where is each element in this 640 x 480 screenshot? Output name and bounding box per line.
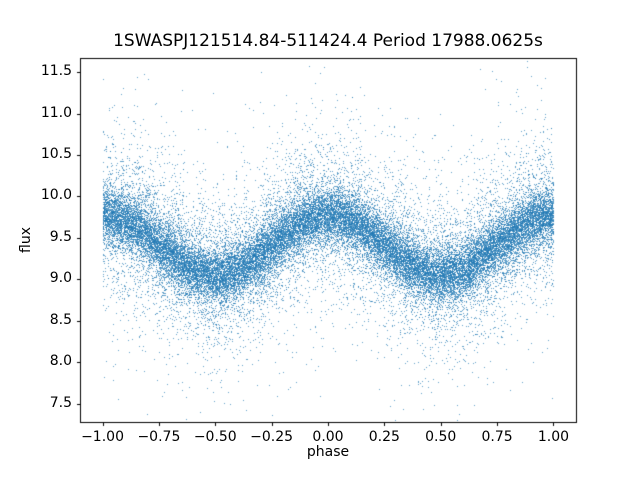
x-tick-label: 0.25 — [368, 429, 400, 445]
y-tick-label: 10.5 — [40, 146, 72, 163]
x-tick-label: 0.75 — [481, 429, 513, 445]
y-axis-label: flux — [18, 227, 34, 253]
x-tick-label: −0.75 — [137, 429, 181, 445]
y-tick-label: 8.5 — [49, 312, 72, 329]
x-tick-label: −0.25 — [250, 429, 294, 445]
y-tick-label: 11.0 — [40, 104, 72, 121]
y-tick-label: 8.0 — [49, 353, 72, 370]
y-tick-label: 7.5 — [49, 394, 72, 411]
y-tick-label: 9.0 — [49, 270, 72, 287]
x-tick-label: 0.50 — [425, 429, 457, 445]
y-tick-label: 9.5 — [49, 229, 72, 246]
x-tick-label: −1.00 — [81, 429, 124, 445]
x-tick-label: 0.00 — [312, 429, 344, 445]
y-tick-label: 11.5 — [40, 63, 72, 80]
x-axis-label: phase — [306, 444, 350, 460]
chart-title: 1SWASPJ121514.84-511424.4 Period 17988.0… — [113, 31, 543, 51]
y-tick-label: 10.0 — [40, 187, 72, 204]
x-tick-label: −0.50 — [193, 429, 237, 445]
x-tick-label: 1.00 — [537, 429, 570, 445]
